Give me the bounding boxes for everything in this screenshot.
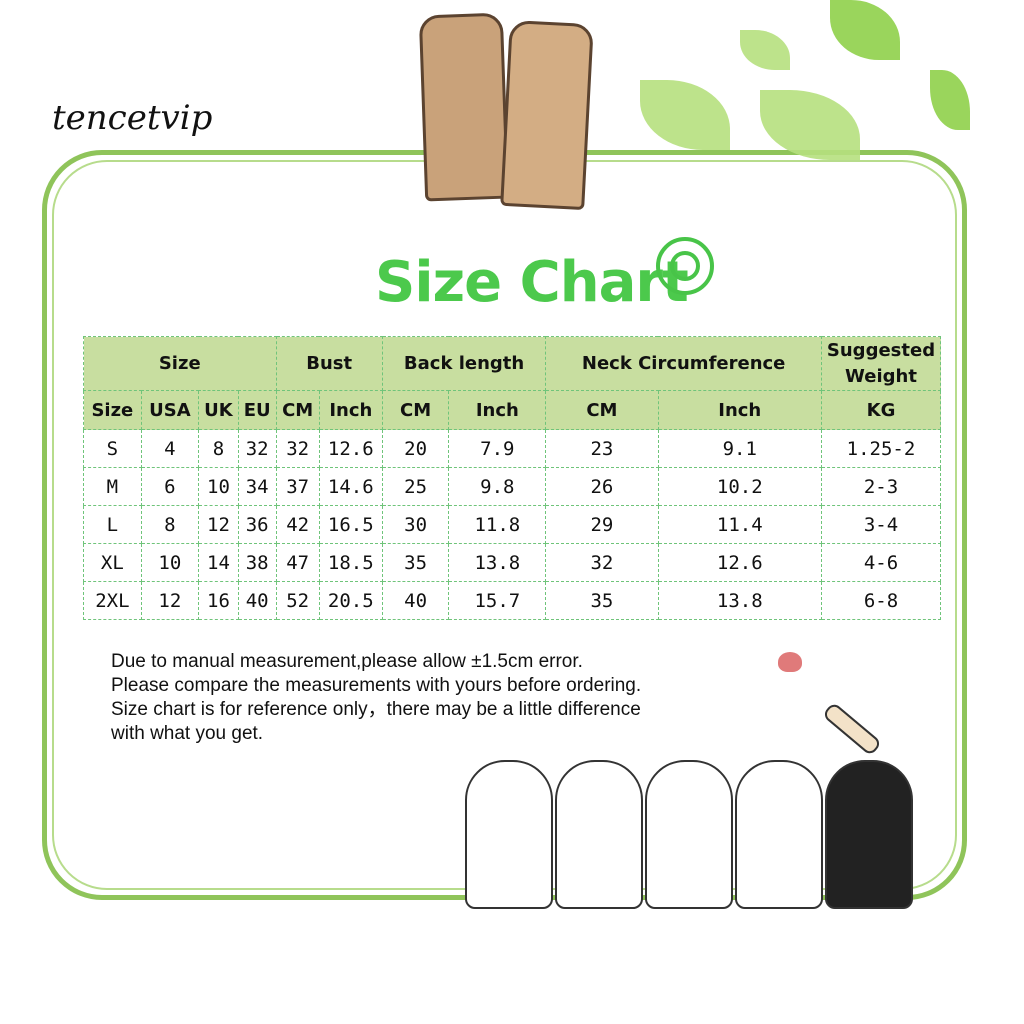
table-cell: 9.1	[657, 429, 823, 468]
note-line: Due to manual measurement,please allow ±…	[111, 651, 583, 672]
table-cell: 2XL	[83, 581, 142, 620]
table-cell: 11.8	[448, 505, 547, 544]
table-header-row: Size Bust Back length Neck Circumference…	[83, 336, 941, 391]
table-cell: 35	[545, 581, 659, 620]
subheader-cell: UK	[198, 390, 239, 430]
heart-icon	[778, 652, 802, 672]
table-cell: 16.5	[318, 505, 383, 544]
table-cell: 10	[140, 543, 200, 582]
table-cell: 26	[545, 467, 659, 506]
table-cell: 40	[381, 581, 450, 620]
table-cell: 42	[275, 505, 320, 544]
header-back-length: Back length	[381, 336, 547, 391]
table-cell: 11.4	[657, 505, 823, 544]
table-cell: 4	[140, 429, 200, 468]
leaf-icon	[640, 80, 730, 150]
leaf-icon	[740, 30, 790, 70]
cat-illustration	[735, 760, 823, 909]
table-cell: 12	[140, 581, 200, 620]
table-cell: 9.8	[448, 467, 547, 506]
table-cell: 12	[198, 505, 239, 544]
table-cell: 37	[275, 467, 320, 506]
table-cell: 12.6	[657, 543, 823, 582]
page-title: Size Chart	[375, 250, 689, 315]
spiral-icon	[656, 237, 714, 295]
table-cell: 40	[237, 581, 277, 620]
table-cell: 32	[545, 543, 659, 582]
notes: Due to manual measurement,please allow ±…	[111, 650, 641, 746]
table-cell: 6-8	[821, 581, 941, 620]
cat-illustration	[555, 760, 643, 909]
table-cell: 20	[381, 429, 450, 468]
subheader-cell: Inch	[318, 390, 383, 430]
subheader-cell: Size	[83, 390, 142, 430]
note-line: Please compare the measurements with you…	[111, 675, 642, 696]
header-size: Size	[83, 336, 277, 391]
table-cell: 13.8	[657, 581, 823, 620]
table-cell: 23	[545, 429, 659, 468]
subheader-cell: USA	[140, 390, 200, 430]
table-cell: 2-3	[821, 467, 941, 506]
leaf-icon	[930, 70, 970, 130]
table-cell: 34	[237, 467, 277, 506]
table-cell: 16	[198, 581, 239, 620]
subheader-cell: Inch	[657, 390, 823, 430]
table-row: S 4 8 32 32 12.6 20 7.9 23 9.1 1.25-2	[83, 429, 941, 468]
table-cell: 52	[275, 581, 320, 620]
header-neck: Neck Circumference	[545, 336, 822, 391]
subheader-cell: CM	[275, 390, 320, 430]
table-cell: 36	[237, 505, 277, 544]
table-cell: 32	[237, 429, 277, 468]
brand-logo: tencetvip	[52, 98, 213, 138]
table-cell: 30	[381, 505, 450, 544]
table-cell: 47	[275, 543, 320, 582]
table-cell: 29	[545, 505, 659, 544]
table-cell: L	[83, 505, 142, 544]
table-cell: S	[83, 429, 142, 468]
table-cell: 8	[198, 429, 239, 468]
table-cell: 6	[140, 467, 200, 506]
table-cell: 18.5	[318, 543, 383, 582]
table-row: XL 10 14 38 47 18.5 35 13.8 32 12.6 4-6	[83, 543, 941, 582]
table-row: L 8 12 36 42 16.5 30 11.8 29 11.4 3-4	[83, 505, 941, 544]
table-cell: 32	[275, 429, 320, 468]
cat-illustration	[645, 760, 733, 909]
table-row: M 6 10 34 37 14.6 25 9.8 26 10.2 2-3	[83, 467, 941, 506]
table-cell: 14.6	[318, 467, 383, 506]
table-cell: 3-4	[821, 505, 941, 544]
table-cell: 8	[140, 505, 200, 544]
table-cell: 35	[381, 543, 450, 582]
subheader-cell: CM	[381, 390, 450, 430]
note-line: with what you get.	[111, 723, 264, 744]
leaf-icon	[830, 0, 900, 60]
subheader-cell: CM	[545, 390, 659, 430]
subheader-cell: KG	[821, 390, 941, 430]
table-cell: 15.7	[448, 581, 547, 620]
subheader-cell: EU	[237, 390, 277, 430]
cat-illustration	[825, 760, 913, 909]
table-cell: 38	[237, 543, 277, 582]
table-cell: 7.9	[448, 429, 547, 468]
subheader-cell: Inch	[448, 390, 547, 430]
table-row: 2XL 12 16 40 52 20.5 40 15.7 35 13.8 6-8	[83, 581, 941, 620]
table-cell: 14	[198, 543, 239, 582]
header-weight: Suggested Weight	[821, 336, 941, 391]
table-cell: 10.2	[657, 467, 823, 506]
table-cell: 12.6	[318, 429, 383, 468]
clothespin-icon	[418, 12, 510, 202]
table-cell: 1.25-2	[821, 429, 941, 468]
table-cell: 25	[381, 467, 450, 506]
table-cell: 10	[198, 467, 239, 506]
cat-illustration	[465, 760, 553, 909]
header-bust: Bust	[275, 336, 383, 391]
note-line: Size chart is for reference only，there m…	[111, 699, 641, 720]
clothespin-icon	[500, 19, 594, 211]
table-cell: 4-6	[821, 543, 941, 582]
table-cell: 13.8	[448, 543, 547, 582]
size-table: Size Bust Back length Neck Circumference…	[83, 336, 941, 620]
table-subheader-row: Size USA UK EU CM Inch CM Inch CM Inch KG	[83, 390, 941, 430]
table-cell: 20.5	[318, 581, 383, 620]
table-cell: M	[83, 467, 142, 506]
table-cell: XL	[83, 543, 142, 582]
